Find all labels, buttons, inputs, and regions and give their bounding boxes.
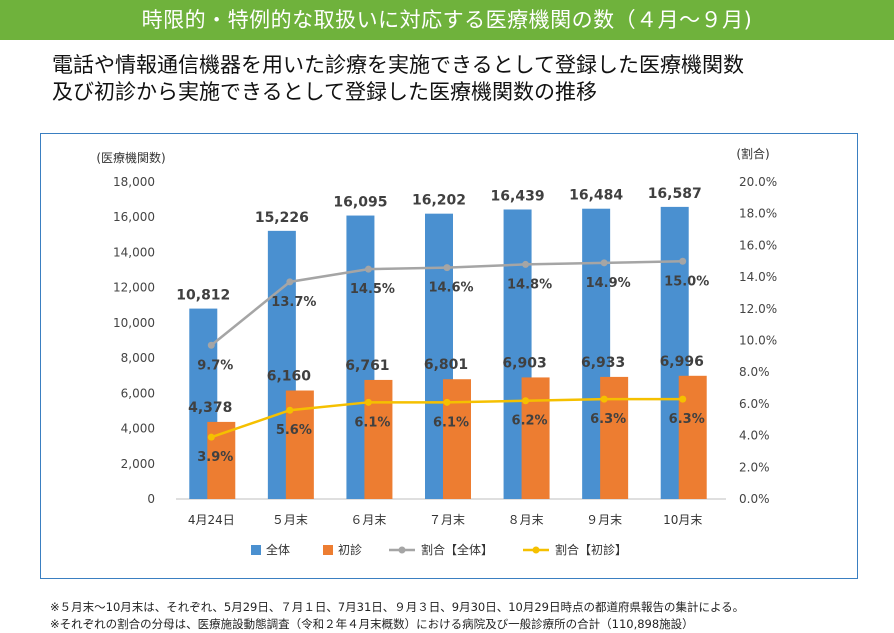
right-tick-label: 14.0%: [739, 270, 777, 284]
ratio-first-visit-label: 6.3%: [669, 412, 705, 427]
ratio-first-visit-label: 3.9%: [197, 450, 233, 465]
bar-total-label: 16,095: [333, 195, 387, 211]
right-tick-label: 16.0%: [739, 238, 777, 252]
category-label: ６月末: [350, 513, 386, 527]
legend-label: 全体: [266, 542, 290, 557]
banner-title: 時限的・特例的な取扱いに対応する医療機関の数（４月～９月): [0, 0, 894, 40]
legend-label: 割合【初診】: [555, 542, 627, 557]
bar-first-visit-label: 6,996: [660, 354, 704, 370]
bar-first-visit: [600, 376, 629, 499]
point-ratio-total: [522, 260, 530, 268]
right-tick-label: 6.0%: [739, 397, 770, 411]
legend-marker: [398, 546, 406, 554]
legend-swatch: [323, 545, 333, 555]
bar-total-label: 16,587: [648, 186, 702, 202]
bar-total-label: 16,439: [491, 188, 545, 204]
bar-total-label: 15,226: [255, 210, 309, 226]
right-tick-label: 2.0%: [739, 460, 770, 474]
chart-frame: (医療機関数) (割合) 0 2,000 4,000 6,000 8,000 10,000 12…: [40, 133, 858, 579]
legend-swatch: [251, 545, 261, 555]
bar-first-visit-label: 6,933: [581, 355, 625, 371]
point-ratio-first-visit: [600, 395, 608, 403]
point-ratio-first-visit: [364, 398, 372, 406]
left-tick-label: 18,000: [113, 175, 155, 189]
right-axis-title: (割合): [736, 146, 769, 161]
category-label: ９月末: [586, 513, 622, 527]
category-label: 10月末: [663, 513, 702, 527]
legend-label: 割合【全体】: [421, 542, 493, 557]
legend-label: 初診: [338, 542, 362, 557]
bar-first-visit-label: 6,801: [424, 357, 468, 373]
ratio-first-visit-label: 6.3%: [590, 412, 626, 427]
point-ratio-first-visit: [522, 397, 530, 405]
left-tick-label: 14,000: [113, 245, 155, 259]
bar-first-visit: [364, 379, 393, 499]
bar-total-label: 10,812: [176, 288, 230, 304]
right-tick-label: 12.0%: [739, 302, 777, 316]
category-label: ８月末: [508, 513, 544, 527]
category-label: ７月末: [429, 513, 465, 527]
right-tick-label: 4.0%: [739, 429, 770, 443]
ratio-first-visit-label: 6.1%: [433, 415, 469, 430]
ratio-total-label: 14.5%: [350, 282, 395, 297]
chart-canvas: (医療機関数) (割合) 0 2,000 4,000 6,000 8,000 10,000 12…: [96, 146, 777, 557]
left-tick-label: 12,000: [113, 281, 155, 295]
point-ratio-total: [286, 278, 294, 286]
bar-total-label: 16,484: [569, 188, 623, 204]
right-tick-label: 20.0%: [739, 175, 777, 189]
point-ratio-first-visit: [679, 395, 687, 403]
point-ratio-total: [364, 265, 372, 273]
ratio-total-label: 9.7%: [197, 358, 233, 373]
footnote-2: ※それぞれの割合の分母は、医療施設動態調査（令和２年４月末概数）における病院及び…: [50, 617, 694, 631]
left-axis-title: (医療機関数): [96, 150, 165, 165]
bar-first-visit-label: 6,903: [502, 355, 546, 371]
ratio-first-visit-label: 6.2%: [512, 414, 548, 429]
point-ratio-first-visit: [286, 406, 294, 414]
right-tick-label: 0.0%: [739, 492, 770, 506]
bar-first-visit-label: 6,160: [267, 369, 312, 385]
right-tick-label: 10.0%: [739, 334, 777, 348]
right-tick-label: 8.0%: [739, 365, 770, 379]
bar-first-visit: [521, 377, 550, 499]
point-ratio-total: [679, 257, 687, 265]
legend-marker: [532, 546, 540, 554]
point-ratio-total: [600, 259, 608, 267]
ratio-total-label: 14.8%: [507, 277, 552, 292]
left-tick-label: 16,000: [113, 210, 155, 224]
ratio-first-visit-label: 6.1%: [354, 415, 390, 430]
ratio-total-label: 14.9%: [586, 276, 631, 291]
point-ratio-first-visit: [207, 433, 215, 441]
point-ratio-total: [207, 341, 215, 349]
bar-first-visit: [678, 375, 707, 499]
ratio-total-label: 13.7%: [271, 295, 316, 310]
left-tick-label: 2,000: [121, 457, 155, 471]
bar-first-visit: [443, 379, 471, 499]
left-tick-label: 6,000: [121, 386, 155, 400]
right-tick-label: 18.0%: [739, 207, 777, 221]
point-ratio-first-visit: [443, 398, 451, 406]
left-tick-label: 4,000: [121, 422, 155, 436]
chart-subtitle: 電話や情報通信機器を用いた診療を実施できるとして登録した医療機関数 及び初診から…: [52, 52, 872, 106]
category-label: ５月末: [272, 513, 308, 527]
subtitle-line-1: 電話や情報通信機器を用いた診療を実施できるとして登録した医療機関数: [52, 53, 744, 77]
left-tick-label: 10,000: [113, 316, 155, 330]
category-label: 4月24日: [188, 513, 235, 527]
bar-total-label: 16,202: [412, 193, 466, 209]
bar-first-visit-label: 4,378: [188, 400, 232, 416]
footnote-1: ※５月末～10月末は、それぞれ、5月29日、７月１日、7月31日、９月３日、9月…: [50, 600, 745, 614]
ratio-first-visit-label: 5.6%: [276, 423, 312, 438]
ratio-total-label: 14.6%: [428, 281, 473, 296]
ratio-total-label: 15.0%: [664, 274, 709, 289]
subtitle-line-2: 及び初診から実施できるとして登録した医療機関数の推移: [52, 80, 597, 104]
left-tick-label: 0: [147, 492, 155, 506]
bar-first-visit-label: 6,761: [345, 358, 389, 374]
left-tick-label: 8,000: [121, 351, 155, 365]
point-ratio-total: [443, 264, 451, 272]
